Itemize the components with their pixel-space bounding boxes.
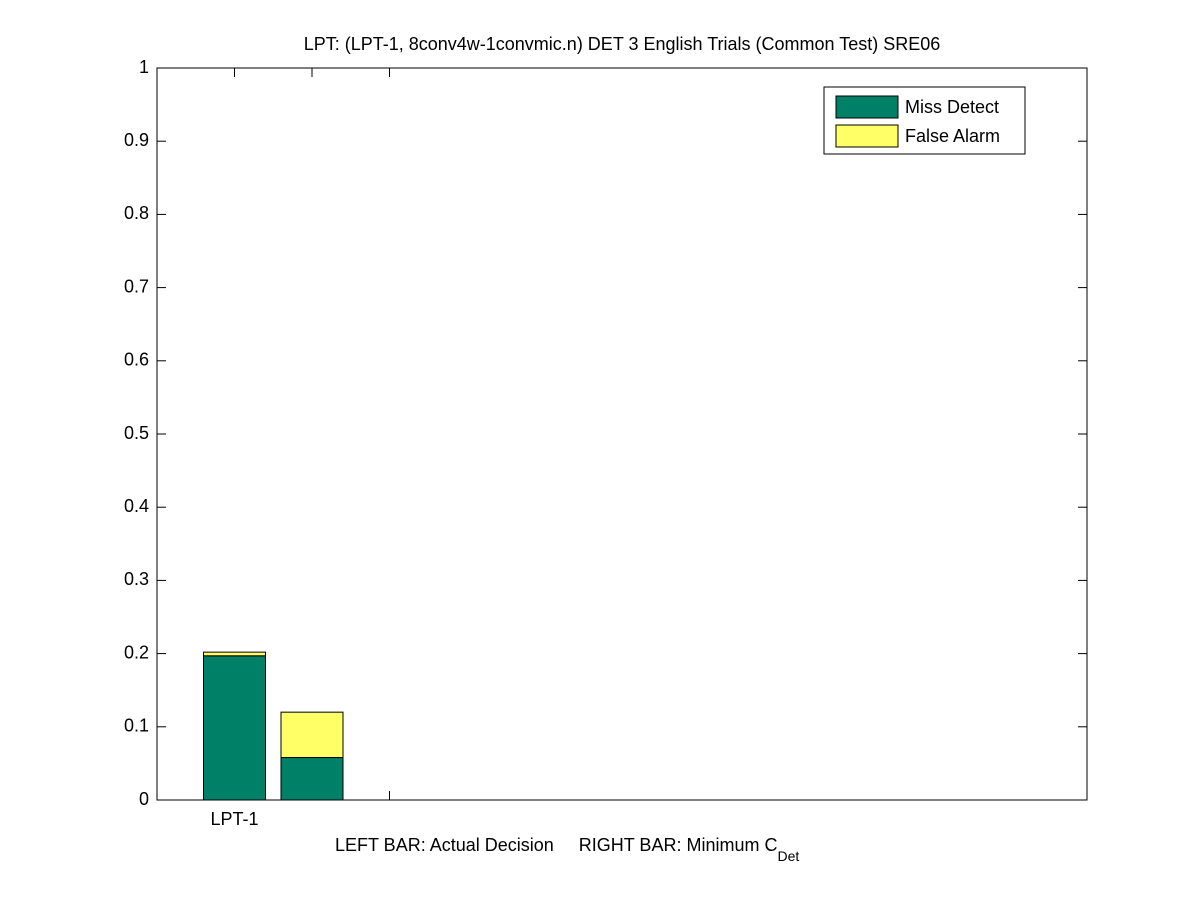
y-tick-label: 0.5 bbox=[124, 423, 149, 443]
y-tick-label: 0.8 bbox=[124, 203, 149, 223]
y-tick-label: 0 bbox=[139, 789, 149, 809]
y-tick-label: 1 bbox=[139, 57, 149, 77]
x-axis-label-subscript: Det bbox=[777, 848, 799, 864]
x-axis-label: LEFT BAR: Actual Decision RIGHT BAR: Min… bbox=[335, 835, 799, 864]
y-tick-label: 0.2 bbox=[124, 642, 149, 662]
y-tick-label: 0.6 bbox=[124, 350, 149, 370]
legend-swatch bbox=[835, 124, 899, 148]
y-tick-label: 0.1 bbox=[124, 716, 149, 736]
bar-segment bbox=[280, 757, 344, 801]
y-tick-label: 0.9 bbox=[124, 130, 149, 150]
bar-segment bbox=[203, 655, 266, 801]
bar-segment bbox=[280, 711, 344, 759]
x-tick-label: LPT-1 bbox=[210, 809, 258, 829]
legend-label: False Alarm bbox=[905, 126, 1000, 146]
y-tick-label: 0.3 bbox=[124, 569, 149, 589]
y-tick-label: 0.7 bbox=[124, 276, 149, 296]
plot-area bbox=[156, 67, 1088, 801]
bar-segment bbox=[203, 651, 266, 657]
legend-label: Miss Detect bbox=[905, 97, 999, 117]
legend-swatch bbox=[835, 95, 899, 119]
y-tick-label: 0.4 bbox=[124, 496, 149, 516]
chart-title: LPT: (LPT-1, 8conv4w-1convmic.n) DET 3 E… bbox=[304, 34, 941, 54]
x-axis-label-main: LEFT BAR: Actual Decision RIGHT BAR: Min… bbox=[335, 835, 777, 855]
